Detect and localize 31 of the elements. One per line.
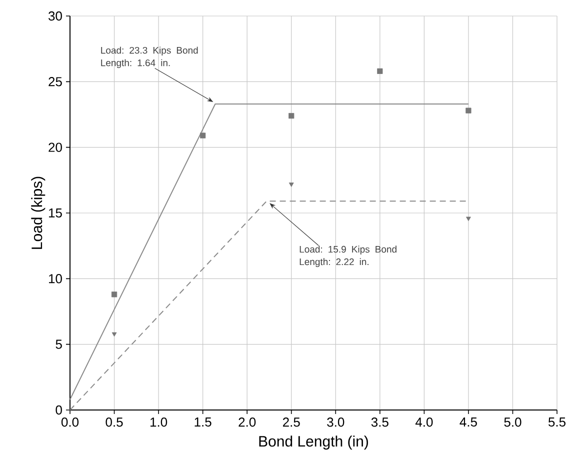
x-tick-label: 4.0 [415, 418, 433, 427]
y-tick-label: 20 [48, 142, 62, 152]
x-tick-label: 1.5 [194, 418, 212, 427]
y-tick-label: 15 [48, 208, 62, 218]
annotation: Load: 15.9 Kips Bond Length: 2.22 in. [300, 246, 396, 268]
x-tick-label: 3.0 [327, 418, 344, 427]
point [288, 113, 294, 119]
point [288, 182, 294, 187]
point [111, 292, 118, 298]
x-tick-label: 0.5 [106, 418, 123, 427]
annotation: Load: 23.3 Kips Bond Length: 1.64 in. [101, 46, 198, 68]
point [466, 108, 472, 114]
x-tick-label: 1.0 [150, 418, 168, 427]
x-tick-label: 2.0 [238, 418, 256, 427]
y-tick-label: 30 [48, 11, 62, 21]
y-tick-label: 0 [56, 405, 62, 415]
y-tick-label: 5 [56, 340, 62, 349]
x-tick-label: 5.0 [504, 418, 522, 427]
x-axis-title: Bond Length (in) [259, 436, 368, 450]
x-tick-label: 0.0 [61, 418, 79, 427]
y-axis-title: Load (kips) [31, 176, 46, 249]
point [200, 132, 206, 138]
x-tick-label: 5.5 [548, 418, 566, 427]
point [112, 332, 117, 337]
x-tick-label: 3.5 [371, 418, 388, 427]
x-tick-label: 2.5 [282, 418, 300, 427]
x-tick-label: 4.5 [460, 418, 477, 427]
point [377, 68, 383, 74]
y-tick-label: 10 [48, 274, 62, 284]
y-tick-label: 25 [48, 77, 62, 86]
point [466, 216, 471, 222]
